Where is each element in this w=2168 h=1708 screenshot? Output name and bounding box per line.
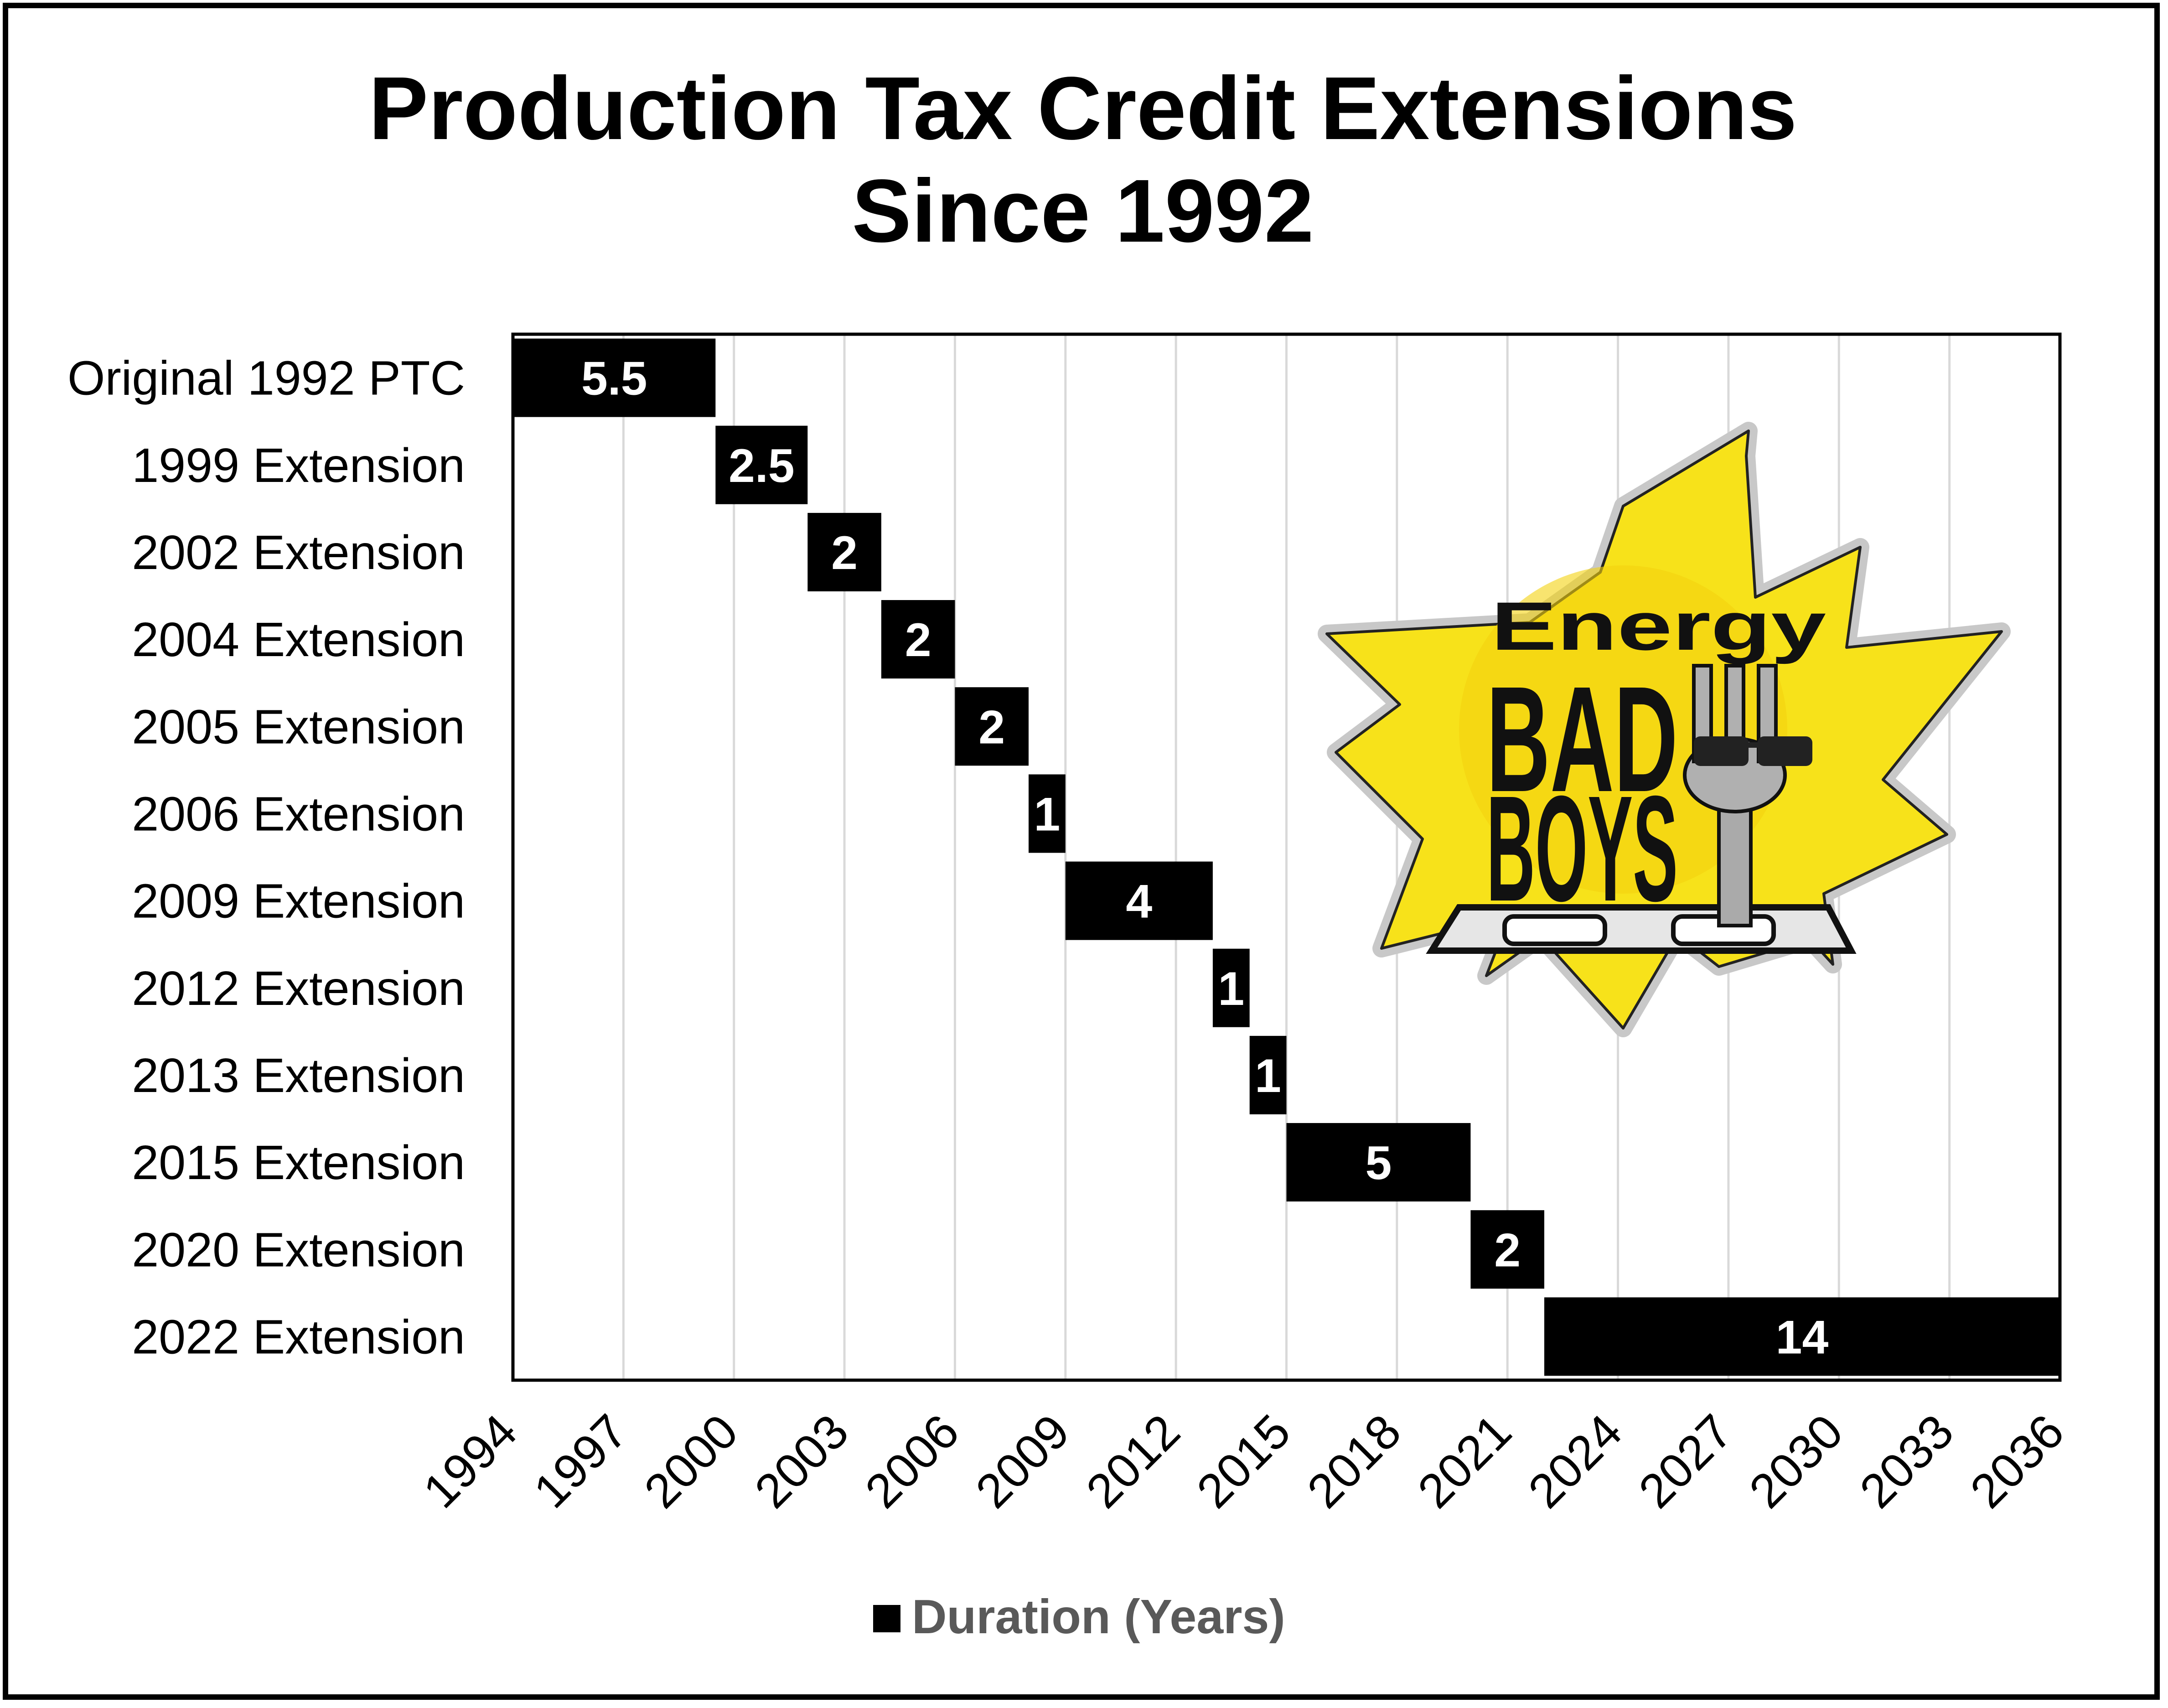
bar	[1470, 1210, 1544, 1289]
bar	[1029, 774, 1066, 853]
logo-burst-glow	[1459, 565, 1787, 894]
bar	[1286, 1123, 1471, 1202]
category-label: 2020 Extension	[132, 1223, 465, 1277]
category-label: 2002 Extension	[132, 526, 465, 580]
category-labels: Original 1992 PTC 1999 Extension 2002 Exte…	[67, 352, 465, 1364]
bar-value-label: 14	[1776, 1311, 1829, 1364]
x-tick-label: 2018	[1297, 1404, 1411, 1518]
bar-value-label: 5.5	[581, 352, 647, 405]
logo-text-boys: BOYS	[1486, 764, 1678, 932]
x-tick-label: 2021	[1407, 1404, 1521, 1518]
bar-value-label: 2	[905, 614, 931, 667]
category-label: 2015 Extension	[132, 1136, 465, 1190]
sunglasses-icon	[1694, 736, 1812, 766]
bar-value-label: 1	[1218, 963, 1244, 1015]
bar	[1065, 861, 1213, 940]
legend-label: Duration (Years)	[912, 1590, 1285, 1644]
x-tick-label: 2000	[634, 1404, 748, 1518]
bar-value-label: 1	[1255, 1050, 1281, 1102]
bar-value-label: 2	[1494, 1224, 1521, 1277]
chart-title-line-1: Production Tax Credit Extensions	[369, 58, 1797, 158]
bar	[881, 600, 955, 679]
bar-value-label: 5	[1366, 1137, 1392, 1190]
category-label: 2006 Extension	[132, 787, 465, 841]
bar	[715, 425, 808, 504]
bar	[1544, 1297, 2060, 1376]
x-tick-label: 2006	[855, 1404, 969, 1518]
category-label: 1999 Extension	[132, 439, 465, 492]
x-tick-label: 1994	[413, 1404, 527, 1518]
x-tick-label: 2024	[1518, 1404, 1632, 1518]
legend-swatch	[873, 1605, 900, 1632]
category-label: 2022 Extension	[132, 1310, 465, 1364]
bar-value-label: 4	[1126, 875, 1152, 928]
bar	[955, 687, 1029, 766]
x-tick-label: 2012	[1076, 1404, 1190, 1518]
logo-text-energy: Energy	[1491, 588, 1826, 664]
chart-title: Production Tax Credit Extensions Since 1…	[369, 58, 1797, 261]
category-label: 2004 Extension	[132, 613, 465, 667]
category-label: Original 1992 PTC	[67, 352, 465, 405]
bar-value-label: 1	[1034, 788, 1060, 841]
bar	[1212, 948, 1250, 1027]
legend: Duration (Years)	[873, 1590, 1285, 1644]
x-tick-label: 2003	[745, 1404, 859, 1518]
x-tick-label: 2033	[1850, 1404, 1964, 1518]
bars	[513, 338, 2060, 1376]
x-tick-label: 2036	[1960, 1404, 2074, 1518]
bar-value-label: 2.5	[729, 440, 795, 492]
outlet-socket-1	[1502, 914, 1607, 946]
bar-value-label: 2	[978, 701, 1005, 754]
bar-value-label: 2	[831, 527, 858, 580]
x-tick-label: 2015	[1187, 1404, 1301, 1518]
energy-bad-boys-logo: Energy BAD BOYS	[1318, 422, 2011, 1037]
x-axis-tick-labels: 1994199720002003200620092012201520182021…	[413, 1404, 2074, 1518]
bar	[807, 512, 881, 591]
x-tick-label: 2027	[1629, 1404, 1743, 1518]
bar	[513, 338, 716, 417]
logo-text-bad: BAD	[1486, 655, 1678, 823]
x-tick-label: 1997	[523, 1404, 637, 1518]
category-label: 2012 Extension	[132, 962, 465, 1015]
category-label: 2005 Extension	[132, 700, 465, 754]
plot-area	[511, 332, 2062, 1382]
x-tick-label: 2009	[966, 1404, 1080, 1518]
bar	[1249, 1035, 1287, 1114]
category-label: 2013 Extension	[132, 1049, 465, 1102]
category-label: 2009 Extension	[132, 875, 465, 928]
chart-title-line-2: Since 1992	[852, 161, 1314, 261]
x-tick-label: 2030	[1739, 1404, 1853, 1518]
